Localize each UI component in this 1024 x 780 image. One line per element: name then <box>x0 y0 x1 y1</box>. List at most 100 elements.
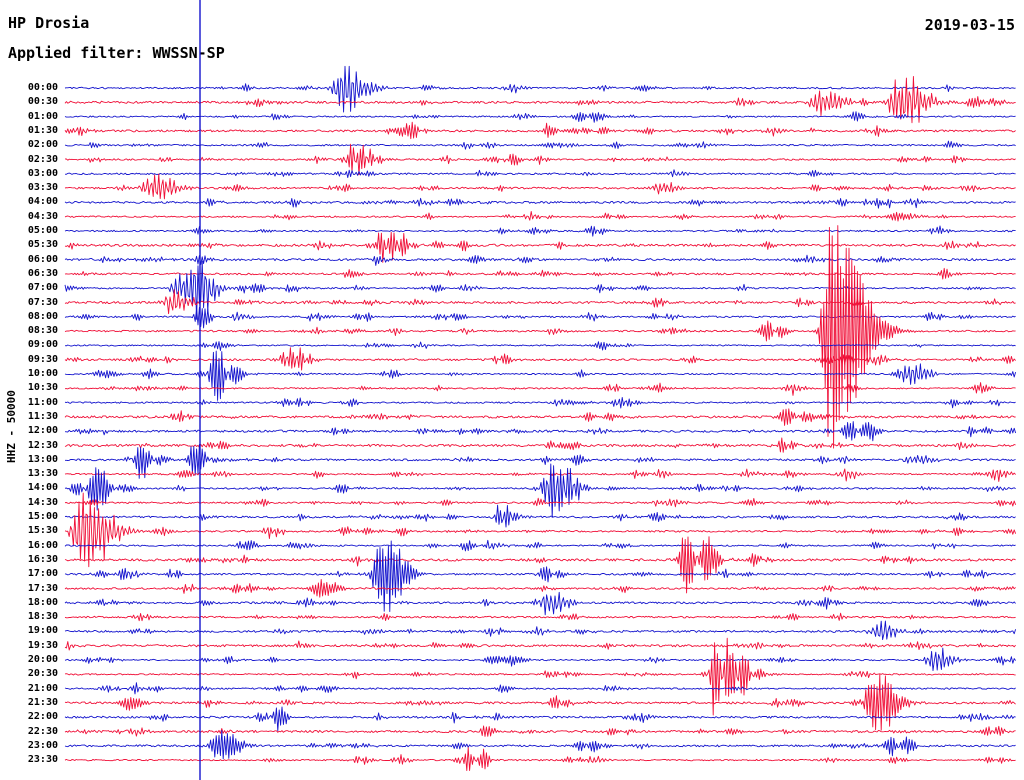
time-label: 00:30 <box>27 96 58 108</box>
time-axis: 00:00 00:30 01:00 01:30 02:00 02:30 03:00 03:30… <box>0 0 60 780</box>
time-label: 15:00 <box>27 511 58 522</box>
time-label: 14:30 <box>27 496 58 508</box>
seismo-trace-10:30 <box>64 382 1016 396</box>
seismo-trace-21:00 <box>64 682 1016 695</box>
time-label: 23:30 <box>27 754 58 766</box>
time-label: 18:00 <box>27 596 58 608</box>
seismo-trace-08:30 <box>64 225 1016 449</box>
seismo-trace-19:00 <box>64 620 1017 641</box>
seismo-trace-17:30 <box>64 579 1016 598</box>
time-label: 13:30 <box>27 468 58 480</box>
time-label: 22:30 <box>27 725 58 737</box>
time-label: 11:30 <box>27 410 58 422</box>
seismo-trace-17:00 <box>64 540 1016 612</box>
time-label: 03:30 <box>27 182 58 194</box>
time-label: 08:30 <box>27 325 58 337</box>
time-label: 12:30 <box>27 439 58 451</box>
time-label: 21:00 <box>27 682 58 694</box>
time-label: 13:00 <box>27 453 58 465</box>
time-label: 16:00 <box>27 539 58 551</box>
seismo-trace-05:30 <box>64 231 1016 263</box>
time-label: 08:00 <box>27 310 58 322</box>
seismo-trace-00:30 <box>64 76 1016 124</box>
time-label: 02:00 <box>27 139 58 151</box>
seismo-trace-19:30 <box>64 640 1016 651</box>
seismo-trace-03:00 <box>64 169 1016 179</box>
time-label: 01:00 <box>27 110 58 122</box>
time-label: 19:00 <box>27 625 58 637</box>
time-label: 17:30 <box>27 582 58 594</box>
seismo-trace-23:00 <box>64 729 1016 760</box>
seismo-trace-18:00 <box>64 591 1016 616</box>
seismo-trace-16:30 <box>64 536 1016 594</box>
time-label: 22:00 <box>27 711 58 723</box>
time-label: 20:00 <box>27 654 58 665</box>
station-name: HP Drosia <box>8 14 90 32</box>
seismo-trace-22:30 <box>64 725 1016 737</box>
seismo-trace-04:30 <box>64 211 1016 222</box>
time-label: 12:00 <box>27 425 58 437</box>
seismo-trace-13:30 <box>64 468 1016 482</box>
date-label: 2019-03-15 <box>924 16 1015 34</box>
seismo-trace-01:00 <box>64 111 1016 123</box>
seismo-trace-14:00 <box>64 463 1016 518</box>
time-label: 05:30 <box>27 239 58 251</box>
seismo-trace-23:30 <box>64 747 1016 772</box>
seismo-trace-15:30 <box>64 492 1017 568</box>
time-label: 21:30 <box>27 696 58 708</box>
time-label: 15:30 <box>27 525 58 537</box>
time-label: 09:00 <box>27 339 58 351</box>
seismo-trace-12:00 <box>64 421 1017 442</box>
time-label: 23:00 <box>27 739 58 751</box>
seismo-trace-05:00 <box>64 225 1016 237</box>
seismo-trace-03:30 <box>64 173 1016 200</box>
seismo-trace-06:30 <box>64 267 1016 280</box>
seismo-trace-06:00 <box>64 254 1016 266</box>
seismo-trace-11:00 <box>64 397 1016 409</box>
seismo-trace-22:00 <box>64 706 1016 732</box>
time-label: 10:30 <box>27 382 58 394</box>
time-label: 07:00 <box>27 282 58 294</box>
time-label: 11:00 <box>27 396 58 408</box>
time-label: 06:30 <box>27 267 58 279</box>
seismo-trace-02:30 <box>64 143 1016 176</box>
seismo-trace-02:00 <box>64 140 1016 150</box>
seismo-trace-00:00 <box>64 65 1016 113</box>
time-label: 05:00 <box>27 225 58 236</box>
time-label: 20:30 <box>27 668 58 680</box>
seismo-trace-15:00 <box>64 504 1016 528</box>
time-label: 07:30 <box>27 296 58 308</box>
time-label: 17:00 <box>27 568 58 580</box>
seismo-trace-16:00 <box>64 539 1016 552</box>
time-label: 04:30 <box>27 210 58 222</box>
seismo-trace-12:30 <box>64 437 1016 453</box>
time-label: 04:00 <box>27 196 58 208</box>
time-label: 03:00 <box>27 167 58 179</box>
seismo-trace-13:00 <box>65 444 1016 479</box>
seismo-trace-09:30 <box>64 347 1016 371</box>
seismo-trace-20:00 <box>64 647 1016 672</box>
time-label: 18:30 <box>27 611 58 623</box>
time-label: 10:00 <box>27 368 58 379</box>
seismo-trace-08:00 <box>64 307 1016 329</box>
time-label: 01:30 <box>27 124 58 136</box>
time-label: 06:00 <box>27 253 58 265</box>
seismo-trace-10:00 <box>64 350 1017 401</box>
time-label: 09:30 <box>27 353 58 365</box>
seismo-trace-09:00 <box>64 341 1016 352</box>
time-label: 19:30 <box>27 639 58 651</box>
time-label: 14:00 <box>27 482 58 494</box>
time-label: 16:30 <box>27 553 58 565</box>
seismo-trace-01:30 <box>64 121 1016 140</box>
seismo-trace-04:00 <box>64 197 1016 209</box>
time-label: 02:30 <box>27 153 58 165</box>
seismo-trace-14:30 <box>64 497 1017 508</box>
seismo-trace-21:30 <box>64 674 1016 731</box>
time-label: 00:00 <box>27 82 58 93</box>
seismo-trace-18:30 <box>64 612 1016 622</box>
seismo-trace-20:30 <box>64 637 1016 716</box>
seismo-trace-11:30 <box>64 408 1016 426</box>
filter-label: Applied filter: WWSSN-SP <box>8 44 225 62</box>
